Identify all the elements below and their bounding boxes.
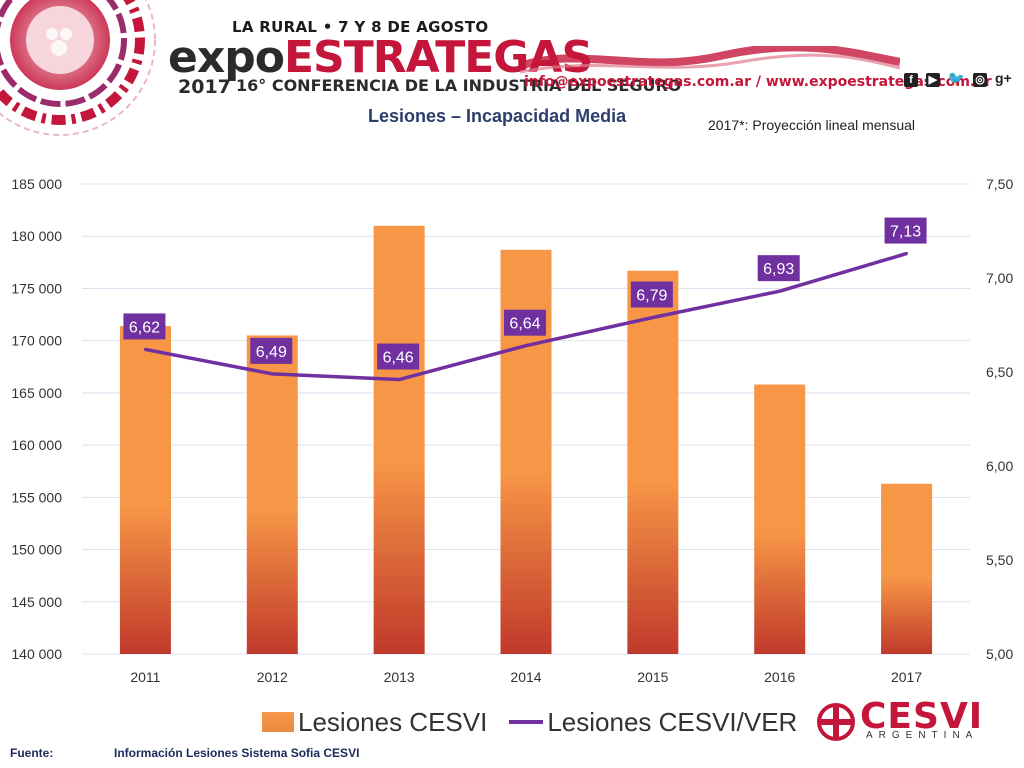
line-point [651,315,655,319]
bar [754,384,806,654]
legend-swatch-bars [262,712,294,732]
bar [881,483,933,654]
data-label: 6,46 [383,350,414,367]
legend-label-line: Lesiones CESVI/VER [547,706,798,737]
y-tick-label: 185 000 [11,176,62,192]
y2-tick-label: 7,00 [986,270,1013,286]
bar [373,225,425,654]
y-tick-label: 145 000 [11,594,62,610]
y2-tick-label: 5,50 [986,552,1013,568]
event-header: LA RURAL • 7 Y 8 DE AGOSTO expoESTRATEGA… [0,0,1024,160]
data-label-bg [250,337,293,364]
x-tick-label: 2017 [891,669,922,685]
data-label-bg [123,313,166,340]
data-label-bg [757,255,800,282]
data-label: 6,79 [636,287,667,304]
event-subtitle: 16° CONFERENCIA DE LA INDUSTRIA DEL SEGU… [236,76,682,95]
chart-note: 2017*: Proyección lineal mensual [708,117,916,133]
data-label-bg [630,281,673,308]
event-logo-part-a: expo [168,32,285,83]
data-label-bg [884,217,927,244]
youtube-icon[interactable]: ▶ [925,73,940,87]
x-tick-label: 2014 [510,669,541,685]
x-tick-label: 2016 [764,669,795,685]
twitter-icon[interactable]: 🐦 [947,70,966,86]
data-label: 6,64 [509,316,540,333]
decorative-circles-graphic [0,0,156,136]
x-tick-label: 2011 [130,669,160,685]
instagram-icon[interactable]: ◎ [973,73,988,87]
bar [246,335,298,654]
y2-tick-label: 5,00 [986,646,1013,662]
contact-info[interactable]: info@expoestrategas.com.ar / www.expoest… [524,74,992,90]
combo-chart: 140 000 145 000 150 000 155 000 160 000 165 0… [11,176,1013,685]
data-label: 6,49 [256,344,287,361]
line-point [778,289,782,293]
y-tick-label: 165 000 [11,385,62,401]
line-point [524,344,528,348]
data-label-bg [504,309,546,336]
x-tick-label: 2015 [637,669,668,685]
chart-legend: Lesiones CESVI Lesiones CESVI/VER [262,702,819,742]
y2-tick-label: 6,00 [986,458,1013,474]
cesvi-logo-subtext: ARGENTINA [866,730,979,741]
line-point [905,252,909,256]
cesvi-emblem-icon [817,703,855,741]
line-point [270,372,274,376]
y-tick-label: 155 000 [11,489,62,505]
x-tick-label: 2013 [384,669,415,685]
line-point [397,378,401,382]
bar [627,270,679,654]
chart-title: Lesiones – Incapacidad Media [368,106,627,126]
line-point [143,347,147,351]
y-tick-label: 175 000 [11,280,62,296]
decorative-wave-graphic [520,46,900,74]
y-tick-label: 150 000 [11,542,62,558]
cesvi-logo-text: CESVI [860,696,984,737]
y-tick-label: 170 000 [11,333,62,349]
source-text: Información Lesiones Sistema Sofia CESVI [114,746,360,760]
y2-tick-label: 7,50 [986,176,1013,192]
y2-tick-label: 6,50 [986,364,1013,380]
legend-swatch-line [509,720,544,724]
data-label: 6,93 [763,261,794,278]
y-tick-label: 160 000 [11,437,62,453]
cesvi-logo: CESVI ARGENTINA [816,696,986,744]
data-label-bg [377,343,420,370]
x-tick-label: 2012 [257,669,288,685]
legend-label-bars: Lesiones CESVI [298,706,488,737]
y-tick-label: 180 000 [11,228,62,244]
legend-item-bars: Lesiones CESVI [262,707,487,738]
bar [119,326,171,654]
data-label: 7,13 [890,224,921,241]
event-year: 2017 [178,76,231,98]
source-label: Fuente: [10,746,54,760]
facebook-icon[interactable]: f [904,73,918,87]
data-label: 6,62 [129,319,160,336]
legend-item-line: Lesiones CESVI/VER [509,707,797,738]
google-plus-icon[interactable]: g+ [995,70,1012,86]
social-links: f ▶ 🐦 ◎ g+ [904,70,1016,87]
y-tick-label: 140 000 [11,646,62,662]
event-logo-text: expoESTRATEGAS [168,32,593,83]
event-location-date: LA RURAL • 7 Y 8 DE AGOSTO [232,18,489,36]
